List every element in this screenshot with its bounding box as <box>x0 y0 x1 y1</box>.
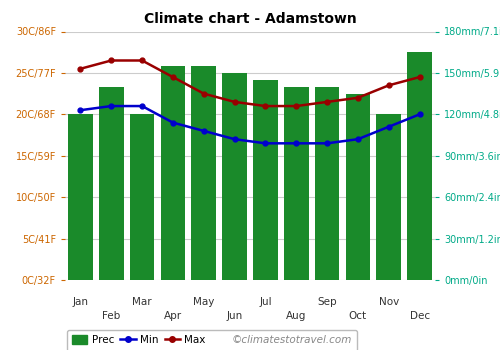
Text: Jun: Jun <box>226 310 242 321</box>
Text: Sep: Sep <box>318 297 337 307</box>
Title: Climate chart - Adamstown: Climate chart - Adamstown <box>144 12 356 26</box>
Text: Dec: Dec <box>410 310 430 321</box>
Bar <box>407 52 432 280</box>
Text: Oct: Oct <box>349 310 367 321</box>
Bar <box>315 87 340 280</box>
Text: Aug: Aug <box>286 310 306 321</box>
Bar <box>222 73 247 280</box>
Text: Jul: Jul <box>259 297 272 307</box>
Text: May: May <box>193 297 214 307</box>
Bar <box>192 66 216 280</box>
Bar <box>130 114 154 280</box>
Text: Apr: Apr <box>164 310 182 321</box>
Text: Nov: Nov <box>378 297 399 307</box>
Bar <box>376 114 401 280</box>
Bar <box>160 66 186 280</box>
Bar <box>253 80 278 280</box>
Text: Feb: Feb <box>102 310 120 321</box>
Bar <box>99 87 124 280</box>
Bar <box>346 93 370 280</box>
Bar <box>68 114 93 280</box>
Bar <box>284 87 308 280</box>
Text: Mar: Mar <box>132 297 152 307</box>
Legend: Prec, Min, Max, ©climatestotravel.com: Prec, Min, Max, ©climatestotravel.com <box>66 330 358 350</box>
Text: Jan: Jan <box>72 297 88 307</box>
